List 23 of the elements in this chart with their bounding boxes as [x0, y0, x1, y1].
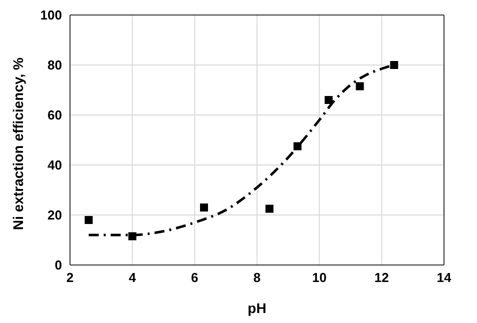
x-axis-title: pH	[248, 300, 266, 316]
point	[294, 142, 302, 150]
point	[200, 204, 208, 212]
y-tick-label: 100	[40, 8, 62, 23]
point	[390, 61, 398, 69]
point	[324, 96, 333, 104]
y-tick-label: 60	[48, 108, 62, 123]
x-tick-label: 10	[312, 270, 327, 286]
y-tick-label: 20	[48, 208, 62, 223]
x-tick-label: 12	[374, 270, 389, 286]
x-tick-label: 2	[66, 270, 74, 286]
y-tick-label: 80	[48, 58, 62, 73]
point	[84, 216, 93, 224]
x-tick-label: 8	[253, 270, 261, 286]
x-tick-label: 6	[191, 270, 198, 286]
y-tick-label: 40	[48, 158, 62, 173]
y-axis-title: Ni extraction efficiency, %	[10, 56, 26, 230]
point	[128, 232, 136, 240]
y-tick-label: 0	[54, 258, 62, 273]
x-tick-label: 4	[128, 270, 137, 286]
point	[265, 204, 274, 213]
x-tick-label: 14	[436, 270, 452, 286]
point	[356, 82, 364, 90]
